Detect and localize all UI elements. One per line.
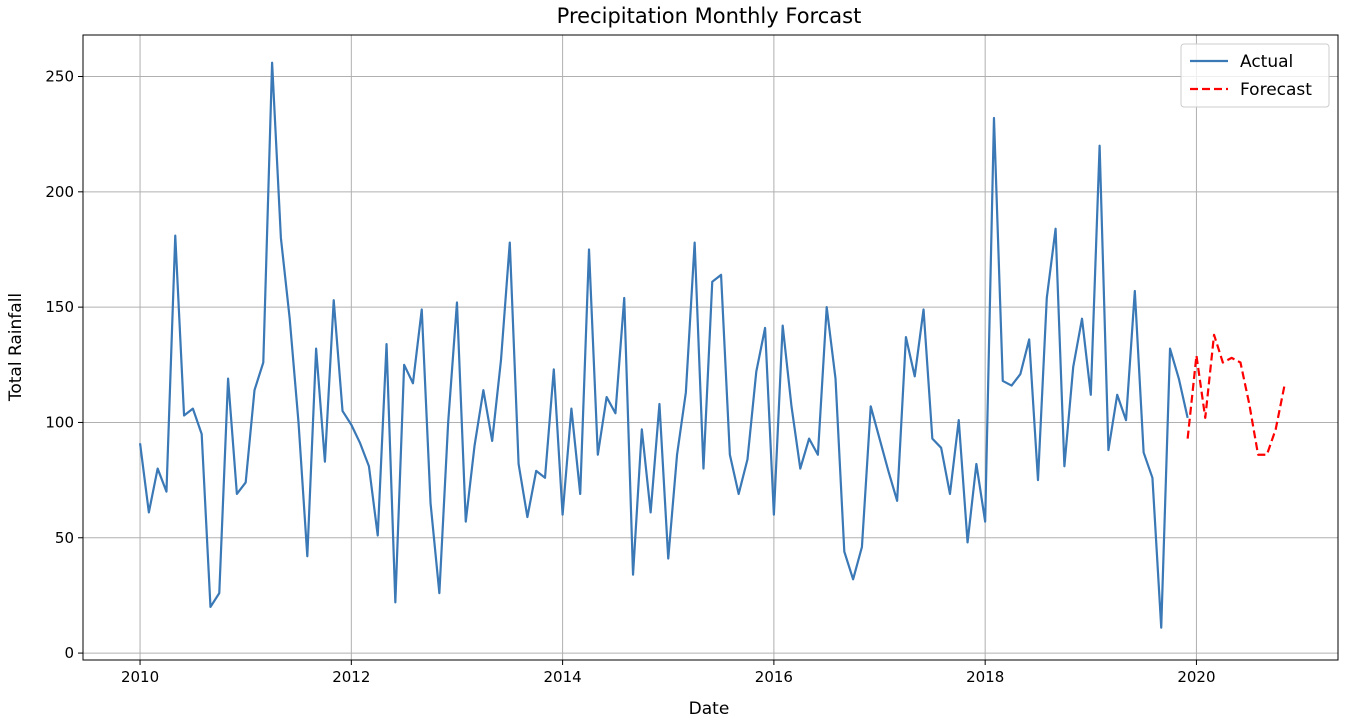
x-tick-label: 2012 xyxy=(332,668,370,686)
actual-series-line xyxy=(138,61,1189,629)
x-tick-label: 2020 xyxy=(1177,668,1215,686)
forecast-series-layer xyxy=(1186,333,1286,456)
grid-layer xyxy=(83,35,1338,660)
plot-frame xyxy=(82,34,1339,661)
y-tick-label: 150 xyxy=(45,298,74,316)
legend-box xyxy=(1180,43,1330,108)
y-axis-label: Total Rainfall xyxy=(6,293,26,402)
x-axis-label: Date xyxy=(689,699,730,719)
x-tick-label: 2016 xyxy=(755,668,793,686)
x-tick-label: 2018 xyxy=(966,668,1004,686)
y-tick-label: 0 xyxy=(64,644,74,662)
y-tick-label: 100 xyxy=(45,413,74,431)
legend-actual-label: Actual xyxy=(1240,52,1293,72)
legend: Actual Forecast xyxy=(1180,43,1330,108)
actual-series-layer xyxy=(138,61,1189,629)
legend-forecast-label: Forecast xyxy=(1240,80,1312,100)
ticks-layer: 2010 2012 2014 2016 2018 2020 0 50 100 150 200 250 xyxy=(45,68,1215,686)
chart-title: Precipitation Monthly Forcast xyxy=(557,4,862,28)
y-tick-label: 50 xyxy=(55,529,74,547)
forecast-series-line xyxy=(1186,333,1286,456)
x-tick-label: 2010 xyxy=(121,668,159,686)
y-tick-label: 200 xyxy=(45,183,74,201)
y-tick-label: 250 xyxy=(45,68,74,86)
x-tick-label: 2014 xyxy=(544,668,582,686)
